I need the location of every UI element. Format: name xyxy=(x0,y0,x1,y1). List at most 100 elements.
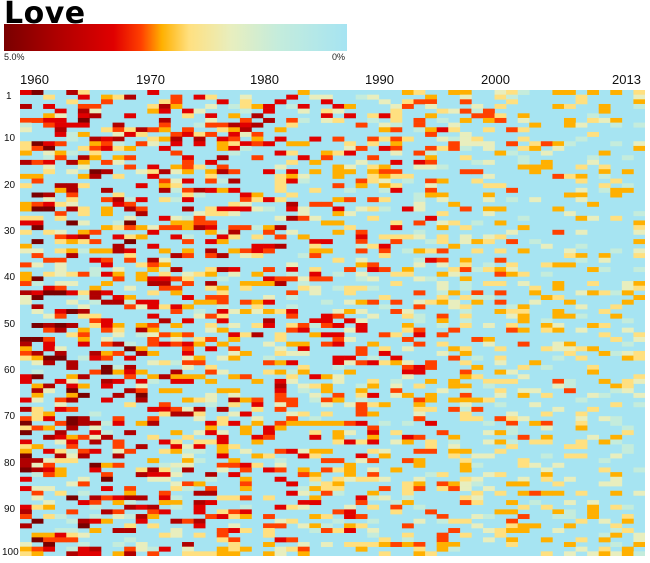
heatmap-cell xyxy=(297,453,310,459)
heatmap-cell xyxy=(112,350,125,356)
heatmap-cell xyxy=(274,164,287,170)
heatmap-cell xyxy=(228,127,241,133)
heatmap-cell xyxy=(228,462,241,468)
heatmap-cell xyxy=(239,309,252,314)
heatmap-cell xyxy=(448,108,461,114)
heatmap-cell xyxy=(182,364,194,370)
heatmap-cell xyxy=(54,285,67,291)
heatmap-cell xyxy=(459,285,472,291)
heatmap-cell xyxy=(297,420,310,426)
heatmap-cell xyxy=(239,462,252,468)
heatmap-cell xyxy=(182,248,194,254)
heatmap-cell xyxy=(170,430,183,436)
heatmap-cell xyxy=(610,439,623,445)
heatmap-cell xyxy=(20,462,32,468)
heatmap-cell xyxy=(193,122,206,128)
heatmap-cell xyxy=(31,425,44,431)
heatmap-cell xyxy=(598,164,611,170)
heatmap-cell xyxy=(494,430,507,436)
heatmap-cell xyxy=(147,169,160,175)
heatmap-cell xyxy=(540,476,553,482)
heatmap-cell xyxy=(77,374,90,380)
heatmap-cell xyxy=(436,127,449,133)
heatmap-cell xyxy=(205,299,218,305)
heatmap-cell xyxy=(43,285,56,291)
heatmap-cell xyxy=(124,197,137,203)
heatmap-cell xyxy=(89,462,102,468)
heatmap-cell xyxy=(332,336,345,342)
heatmap-cell xyxy=(205,206,218,212)
heatmap-cell xyxy=(170,131,183,137)
heatmap-cell xyxy=(633,94,645,100)
heatmap-cell xyxy=(89,271,102,277)
heatmap-cell xyxy=(147,378,160,384)
heatmap-cell xyxy=(124,239,137,245)
heatmap-cell xyxy=(101,94,113,100)
heatmap-cell xyxy=(286,327,299,333)
heatmap-cell xyxy=(205,402,218,408)
heatmap-cell xyxy=(66,388,79,394)
heatmap-cell xyxy=(77,327,90,333)
heatmap-cell xyxy=(77,290,90,296)
heatmap-cell xyxy=(332,229,345,235)
heatmap-cell xyxy=(482,117,495,123)
heatmap-cell xyxy=(506,327,518,333)
heatmap-cell xyxy=(517,215,530,221)
heatmap-cell xyxy=(390,355,403,361)
heatmap-cell xyxy=(355,229,368,235)
heatmap-cell xyxy=(517,90,530,95)
heatmap-cell xyxy=(320,481,333,487)
heatmap-cell xyxy=(205,229,218,235)
heatmap-cell xyxy=(320,523,333,529)
heatmap-cell xyxy=(621,290,634,296)
heatmap-cell xyxy=(401,434,414,440)
heatmap-cell xyxy=(517,225,530,231)
heatmap-cell xyxy=(228,201,241,207)
heatmap-cell xyxy=(193,490,206,496)
heatmap-cell xyxy=(112,495,125,501)
heatmap-cell xyxy=(54,402,67,408)
heatmap-cell xyxy=(320,448,333,454)
heatmap-cell xyxy=(494,309,507,314)
heatmap-cell xyxy=(205,220,218,226)
heatmap-cell xyxy=(494,392,507,398)
heatmap-cell xyxy=(216,448,229,454)
heatmap-cell xyxy=(77,453,90,459)
heatmap-cell xyxy=(77,448,90,454)
heatmap-cell xyxy=(89,439,102,445)
heatmap-cell xyxy=(77,131,90,137)
heatmap-cell xyxy=(506,528,518,533)
heatmap-cell xyxy=(101,336,113,342)
heatmap-cell xyxy=(77,145,90,151)
heatmap-cell xyxy=(344,299,356,305)
heatmap-cell xyxy=(239,281,252,287)
heatmap-cell xyxy=(436,164,449,170)
heatmap-cell xyxy=(286,122,299,128)
heatmap-cell xyxy=(332,360,345,366)
heatmap-cell xyxy=(367,276,380,282)
heatmap-cell xyxy=(378,542,391,547)
heatmap-cell xyxy=(529,164,542,170)
heatmap-cell xyxy=(66,528,79,533)
heatmap-cell xyxy=(193,444,206,450)
heatmap-cell xyxy=(228,309,241,314)
heatmap-cell xyxy=(448,304,461,310)
heatmap-cell xyxy=(89,355,102,361)
heatmap-cell xyxy=(378,453,391,459)
heatmap-cell xyxy=(43,472,56,478)
heatmap-cell xyxy=(170,369,183,375)
heatmap-cell xyxy=(158,281,171,287)
heatmap-cell xyxy=(135,350,148,356)
heatmap-cell xyxy=(633,402,645,408)
heatmap-cell xyxy=(216,211,229,217)
heatmap-cell xyxy=(297,206,310,212)
heatmap-cell xyxy=(43,425,56,431)
heatmap-cell xyxy=(112,364,125,370)
heatmap-cell xyxy=(20,295,32,300)
heatmap-cell xyxy=(367,392,380,398)
heatmap-cell xyxy=(170,94,183,100)
heatmap-cell xyxy=(552,490,565,496)
heatmap-cell xyxy=(610,490,623,496)
heatmap-cell xyxy=(31,90,44,95)
heatmap-cell xyxy=(529,420,542,426)
